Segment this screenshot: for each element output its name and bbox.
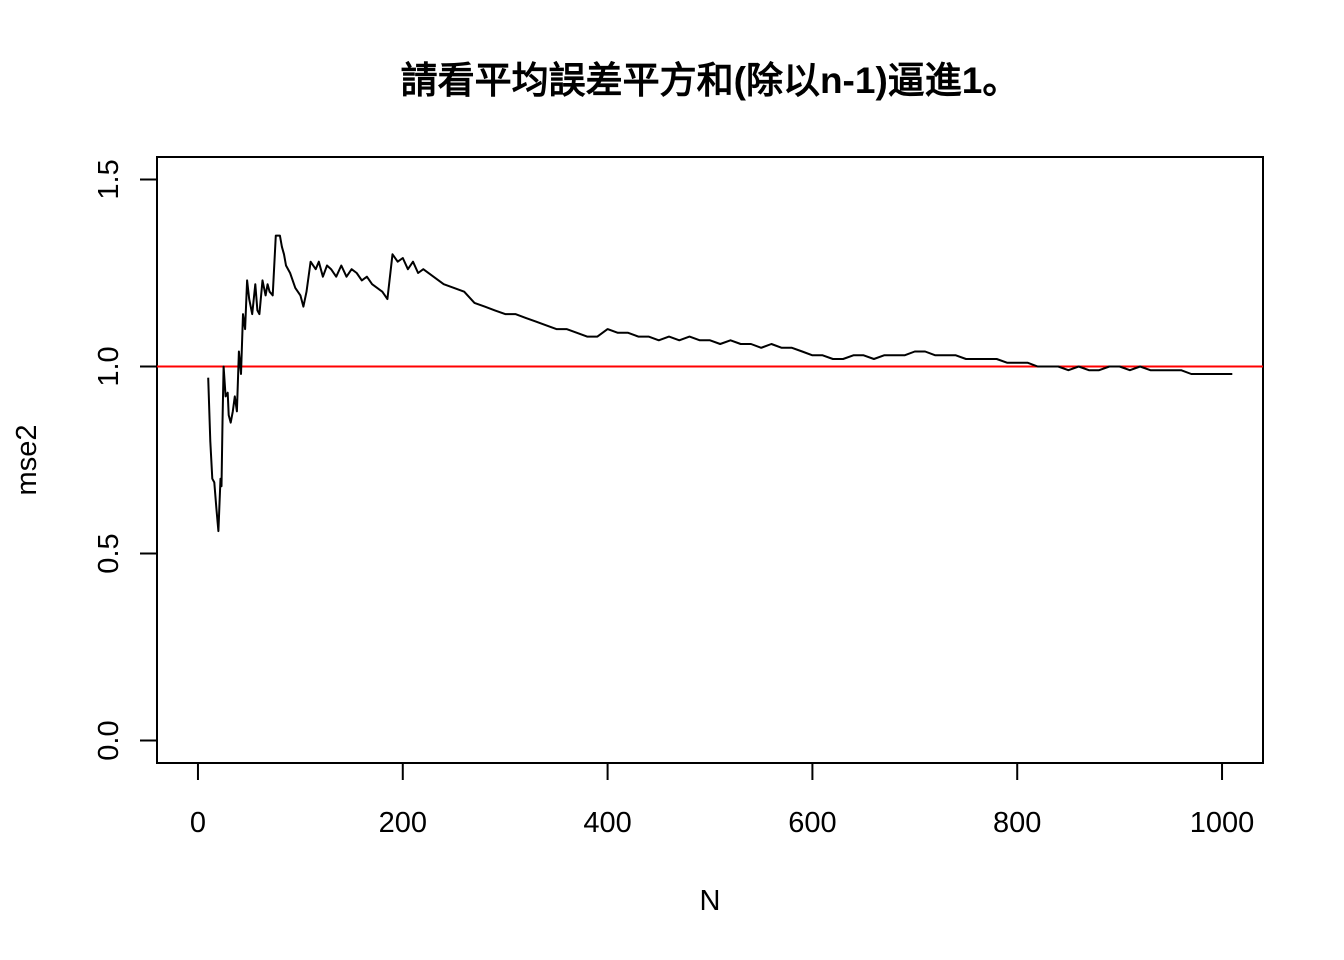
y-axis-label: mse2 — [11, 425, 43, 496]
x-tick-label: 1000 — [1190, 807, 1255, 839]
x-tick-label: 600 — [788, 807, 836, 839]
plot-area — [157, 234, 1263, 533]
y-tick-label: 1.0 — [93, 346, 125, 386]
y-tick-label: 1.5 — [93, 159, 125, 199]
y-tick-label: 0.5 — [93, 533, 125, 573]
x-axis: 0 200 400 600 800 1000 — [190, 762, 1255, 839]
x-axis-label: N — [700, 885, 721, 917]
x-tick-label: 200 — [379, 807, 427, 839]
y-tick-label: 0.0 — [93, 720, 125, 760]
y-axis: 0.0 0.5 1.0 1.5 — [93, 159, 158, 761]
x-tick-label: 800 — [993, 807, 1041, 839]
series-line — [207, 234, 1233, 533]
plot-frame — [156, 156, 1264, 764]
x-tick-label: 400 — [583, 807, 631, 839]
x-tick-label: 0 — [190, 807, 206, 839]
chart-title: 請看平均誤差平方和(除以n-1)逼進1。 — [401, 60, 1020, 101]
